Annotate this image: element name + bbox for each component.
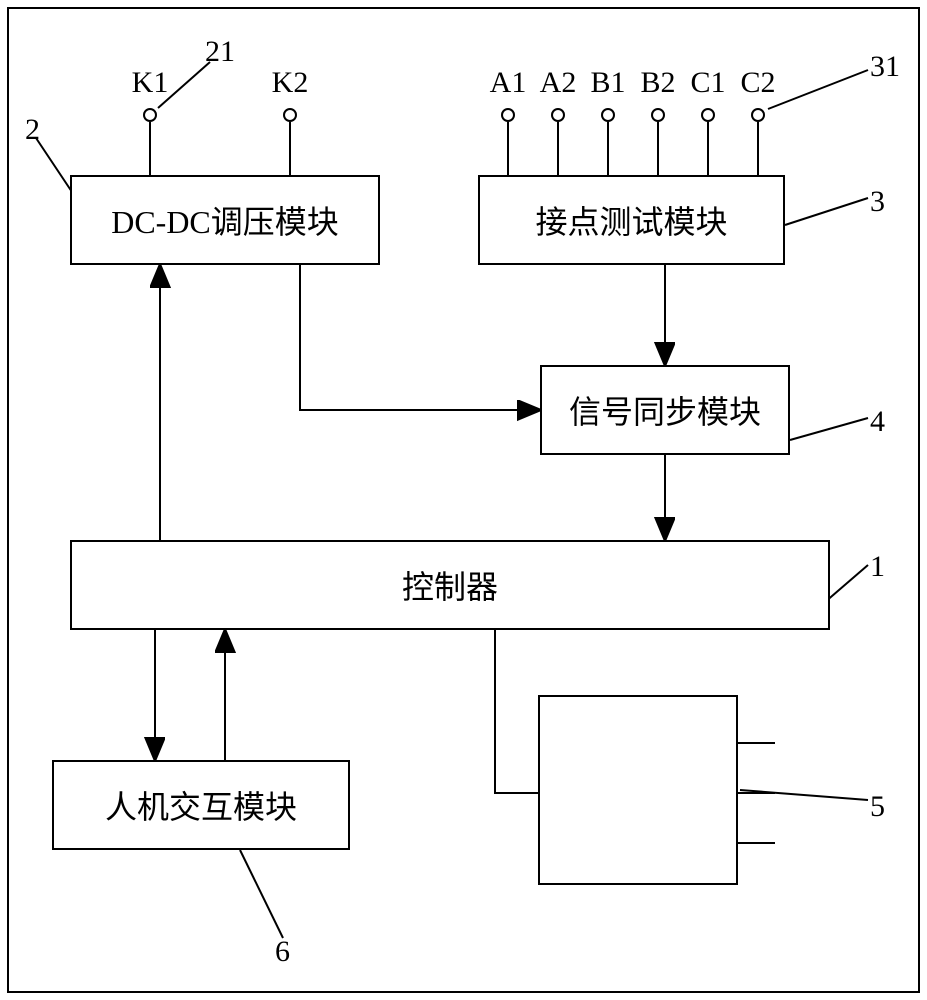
connectors-svg (0, 0, 927, 1000)
signal-sync-module-label: 信号同步模块 (569, 387, 761, 433)
terminal-c1-label: C1 (686, 66, 730, 100)
callout-21: 21 (205, 35, 235, 69)
terminal-b1-label: B1 (586, 66, 630, 100)
callout-4: 4 (870, 405, 885, 439)
contact-test-module-box: 接点测试模块 (478, 175, 785, 265)
terminal-a2 (551, 108, 565, 122)
terminal-a1-label: A1 (486, 66, 530, 100)
terminal-c1 (701, 108, 715, 122)
callout-2: 2 (25, 113, 40, 147)
signal-sync-module-box: 信号同步模块 (540, 365, 790, 455)
dcdc-module-label: DC-DC调压模块 (111, 197, 339, 243)
terminal-k1 (143, 108, 157, 122)
terminal-c2-label: C2 (736, 66, 780, 100)
terminal-c2 (751, 108, 765, 122)
terminal-b2 (651, 108, 665, 122)
callout-6: 6 (275, 935, 290, 969)
dcdc-module-box: DC-DC调压模块 (70, 175, 380, 265)
callout-3: 3 (870, 185, 885, 219)
block-diagram: K1 K2 A1 A2 B1 B2 C1 C2 DC-DC调压模块 接点测试模块… (0, 0, 927, 1000)
terminal-b2-label: B2 (636, 66, 680, 100)
contact-test-module-label: 接点测试模块 (535, 197, 727, 243)
terminal-k1-label: K1 (128, 66, 172, 100)
terminal-a1 (501, 108, 515, 122)
terminal-b1 (601, 108, 615, 122)
hmi-module-box: 人机交互模块 (52, 760, 350, 850)
hmi-module-label: 人机交互模块 (105, 782, 297, 828)
terminal-a2-label: A2 (536, 66, 580, 100)
callout-1: 1 (870, 550, 885, 584)
controller-label: 控制器 (402, 562, 498, 608)
terminal-k2-label: K2 (268, 66, 312, 100)
terminal-k2 (283, 108, 297, 122)
controller-box: 控制器 (70, 540, 830, 630)
callout-5: 5 (870, 790, 885, 824)
switch-box (538, 695, 738, 885)
callout-31: 31 (870, 50, 900, 84)
